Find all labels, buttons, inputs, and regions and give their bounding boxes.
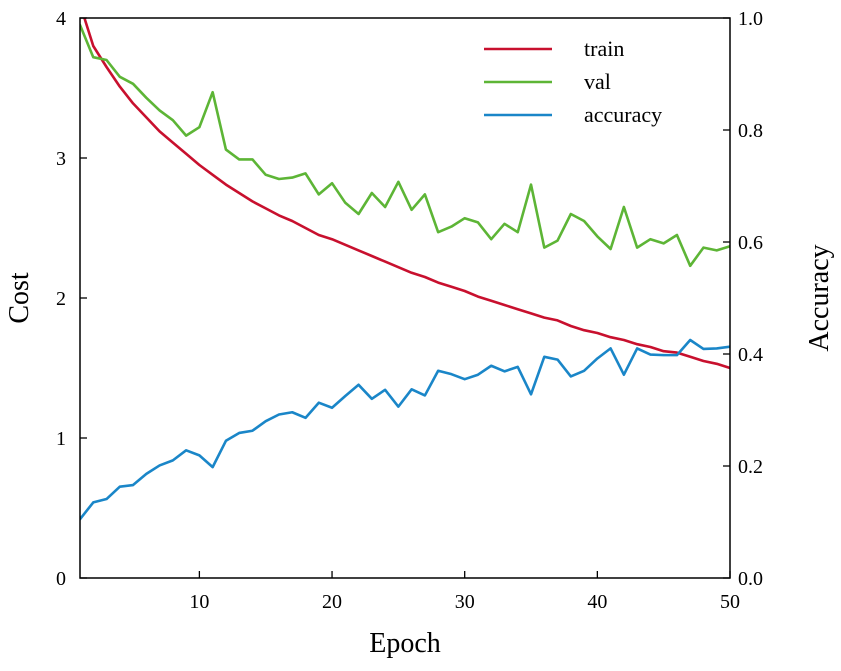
- x-tick-label: 50: [720, 591, 740, 613]
- y-right-tick-label: 1.0: [738, 8, 763, 30]
- y-right-tick-label: 0.0: [738, 568, 763, 590]
- y-axis-title-right: Accuracy: [804, 244, 835, 351]
- series-line-train: [83, 18, 730, 370]
- x-tick-label: 20: [322, 591, 342, 613]
- y-right-tick-label: 0.4: [738, 344, 763, 366]
- series-line-val: [80, 23, 730, 268]
- y-left-tick-label: 0: [56, 568, 66, 590]
- x-tick-label: 30: [455, 591, 475, 613]
- legend-label-train: train: [584, 36, 624, 61]
- series-lines: [80, 18, 730, 521]
- legend: train val accuracy: [484, 36, 662, 127]
- y-left-tick-label: 2: [56, 288, 66, 310]
- y-right-tick-label: 0.6: [738, 232, 763, 254]
- x-tick-label: 10: [189, 591, 209, 613]
- y-right-tick-label: 0.8: [738, 120, 763, 142]
- x-axis-title: Epoch: [369, 628, 441, 659]
- y-left-tick-label: 1: [56, 428, 66, 450]
- legend-label-val: val: [584, 69, 611, 94]
- y-axis-title-left: Cost: [4, 272, 35, 324]
- axis-ticks: 10 20 30 40 50 0 1 2 3 4 0.0 0.2 0.4 0.6 0.8 1.0: [56, 8, 763, 613]
- y-left-tick-label: 3: [56, 148, 66, 170]
- series-line-accuracy: [80, 338, 730, 521]
- y-left-tick-label: 4: [56, 8, 66, 30]
- y-right-tick-label: 0.2: [738, 456, 763, 478]
- legend-label-accuracy: accuracy: [584, 102, 662, 127]
- x-tick-label: 40: [587, 591, 607, 613]
